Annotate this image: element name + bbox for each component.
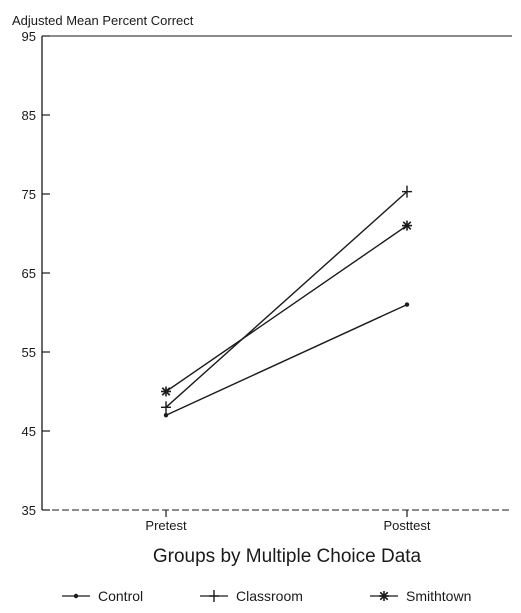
legend-marker-smithtown (379, 591, 389, 601)
x-axis-ticks: Pretest Posttest (145, 510, 431, 533)
y-tick-label: 35 (22, 503, 36, 518)
y-tick-label: 65 (22, 266, 36, 281)
series-line-smithtown (165, 225, 408, 393)
legend: Control Classroom Smithtown (62, 588, 471, 604)
x-tick-label: Posttest (384, 518, 431, 533)
legend-label-control: Control (98, 588, 143, 604)
data-point-control-pretest (163, 413, 169, 418)
y-tick-label: 55 (22, 345, 36, 360)
legend-item-control: Control (62, 588, 143, 604)
data-point-smithtown-pretest (161, 386, 171, 397)
legend-marker-classroom (209, 590, 219, 602)
data-point-classroom-posttest (402, 185, 412, 198)
y-axis-ticks: 35 45 55 65 75 85 95 (22, 29, 50, 518)
x-tick-label: Pretest (145, 518, 187, 533)
y-axis-label: Adjusted Mean Percent Correct (12, 13, 194, 28)
data-point-classroom-pretest (161, 401, 171, 414)
legend-marker-control (73, 593, 79, 599)
y-tick-label: 45 (22, 424, 36, 439)
legend-label-classroom: Classroom (236, 588, 303, 604)
legend-item-smithtown: Smithtown (370, 588, 471, 604)
data-point-control-posttest (404, 302, 410, 307)
series-line-classroom (165, 191, 408, 408)
data-point-smithtown-posttest (402, 220, 412, 231)
y-tick-label: 75 (22, 187, 36, 202)
series-layer (161, 185, 412, 418)
x-axis-label: Groups by Multiple Choice Data (153, 546, 422, 567)
y-tick-label: 95 (22, 29, 36, 44)
y-tick-label: 85 (22, 108, 36, 123)
legend-item-classroom: Classroom (200, 588, 303, 604)
series-line-control (165, 303, 408, 416)
legend-label-smithtown: Smithtown (406, 588, 471, 604)
